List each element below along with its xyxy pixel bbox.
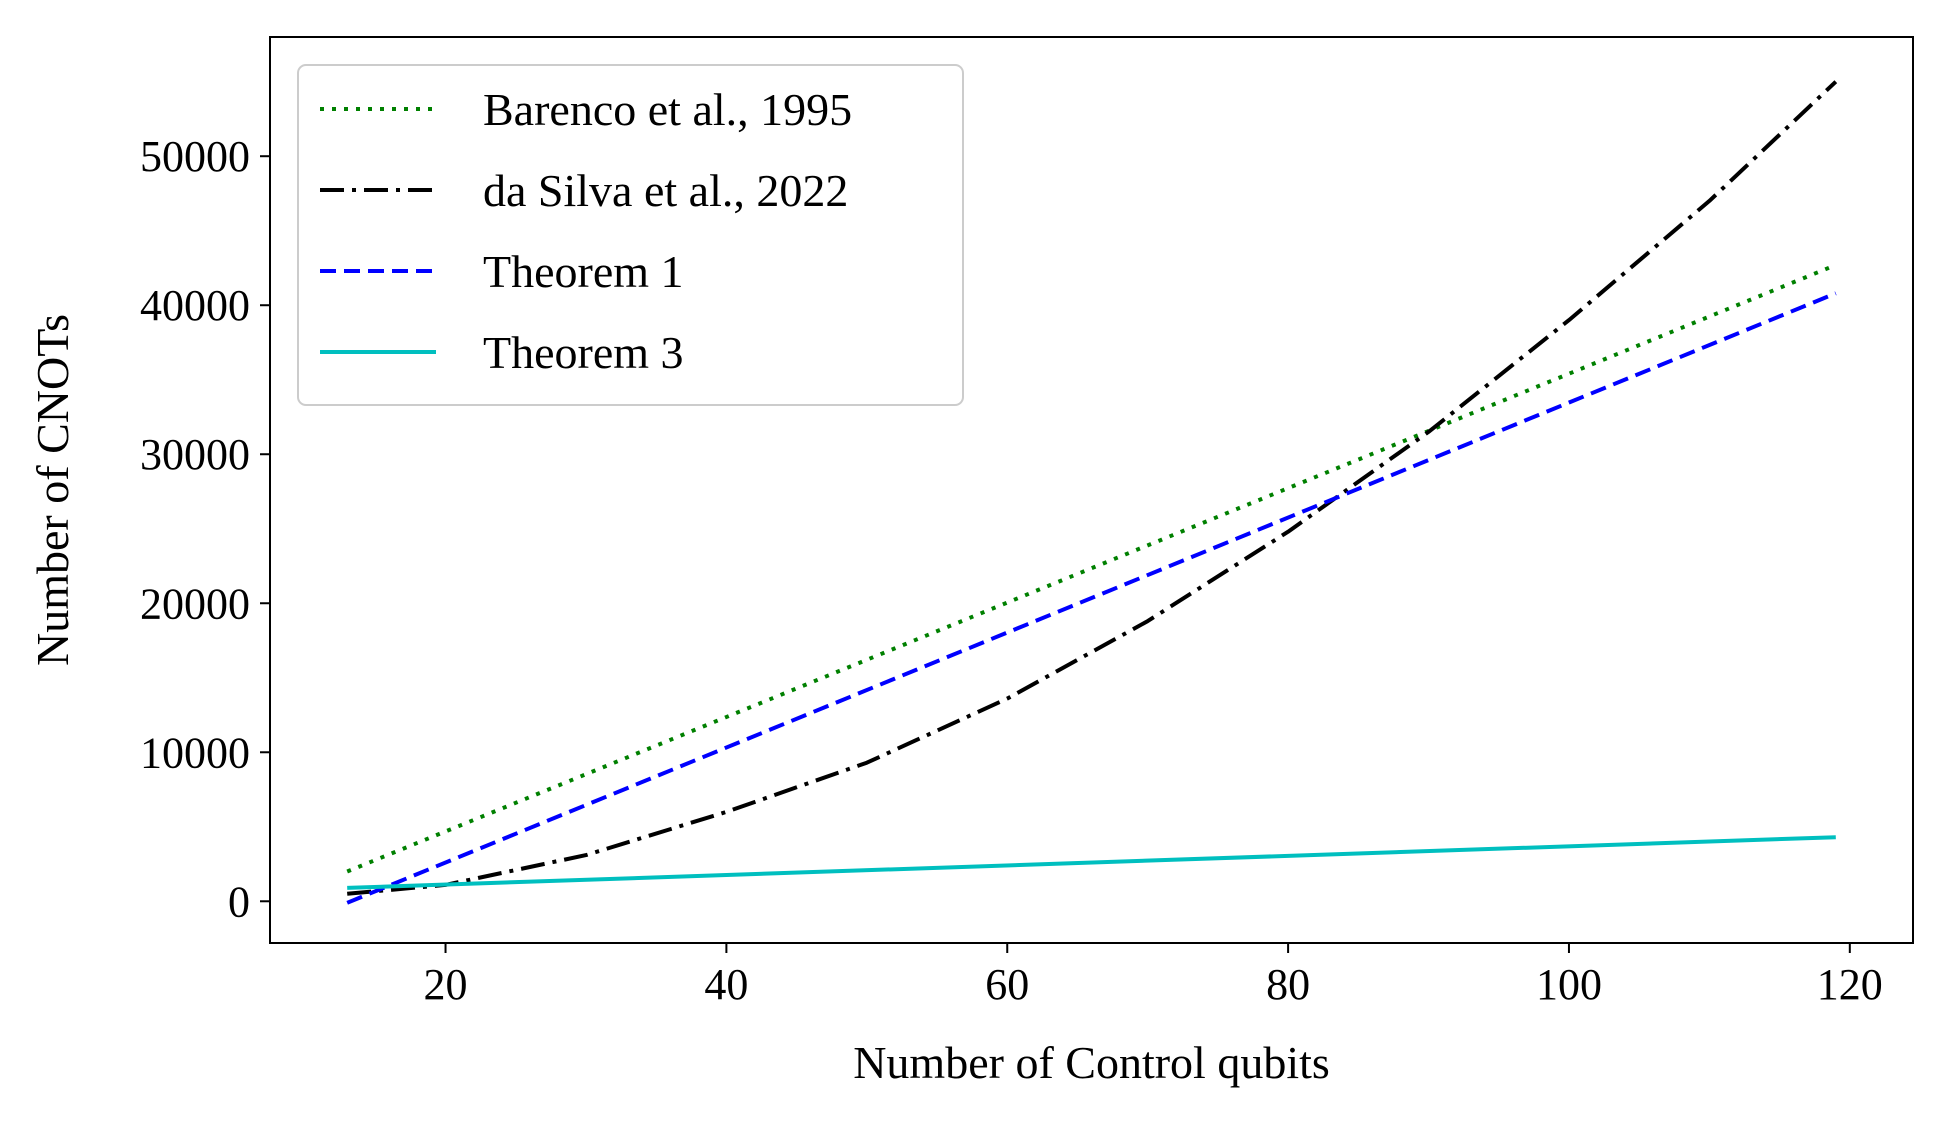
- y-tick-label: 20000: [140, 579, 250, 628]
- x-axis: 20 40 60 80 100 120: [424, 943, 1883, 1009]
- x-tick-label: 80: [1266, 960, 1310, 1009]
- y-tick-label: 10000: [140, 728, 250, 777]
- x-tick-label: 40: [704, 960, 748, 1009]
- series-line: [346, 291, 1837, 905]
- legend: Barenco et al., 1995 da Silva et al., 202…: [297, 64, 964, 406]
- plot-series: [346, 80, 1838, 905]
- legend-entry-label: Theorem 1: [483, 246, 684, 297]
- legend-entry-label: Barenco et al., 1995: [483, 84, 852, 135]
- legend-entry-label: Theorem 3: [483, 327, 684, 378]
- series-line: [347, 835, 1836, 890]
- legend-entry-label: da Silva et al., 2022: [483, 165, 848, 216]
- y-axis: 0 10000 20000 30000 40000 50000: [140, 132, 270, 926]
- plot-frame: [269, 36, 1914, 944]
- legend-box: [297, 64, 964, 406]
- y-tick-label: 30000: [140, 430, 250, 479]
- x-tick-label: 120: [1817, 960, 1883, 1009]
- series-line: [346, 263, 1837, 874]
- x-tick-label: 20: [424, 960, 468, 1009]
- x-axis-label: Number of Control qubits: [853, 1037, 1330, 1088]
- y-tick-label: 0: [228, 877, 250, 926]
- y-axis-label: Number of CNOTs: [27, 314, 78, 666]
- y-tick-label: 40000: [140, 281, 250, 330]
- x-tick-label: 100: [1536, 960, 1602, 1009]
- y-tick-label: 50000: [140, 132, 250, 181]
- x-tick-label: 60: [985, 960, 1029, 1009]
